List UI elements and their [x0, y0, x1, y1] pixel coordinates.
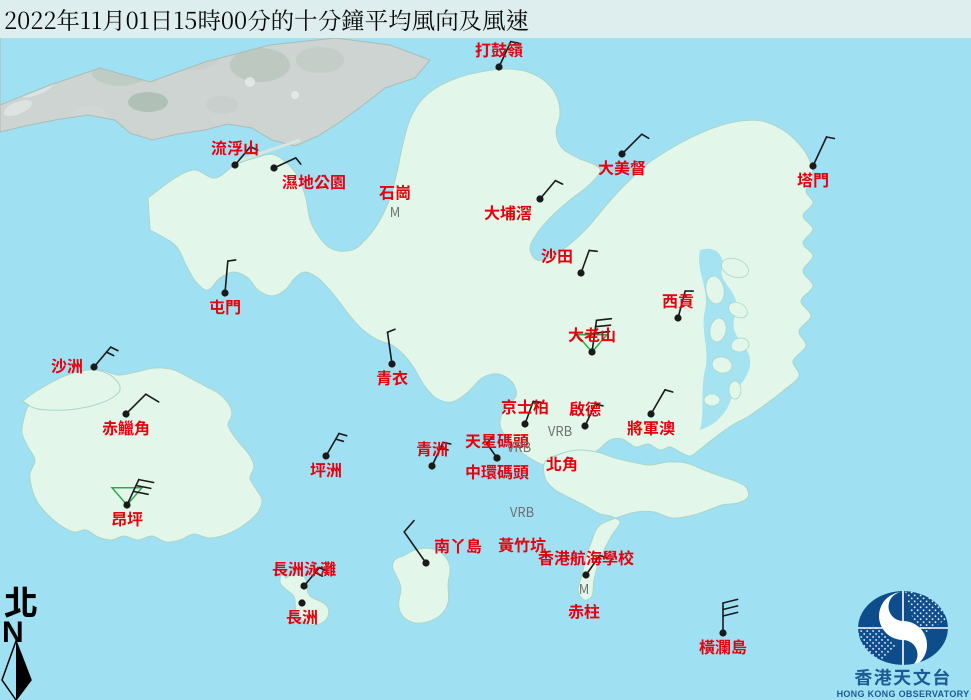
svg-text:長洲泳灘: 長洲泳灘 [272, 556, 336, 580]
svg-text:M: M [390, 202, 401, 221]
svg-text:HONG KONG OBSERVATORY: HONG KONG OBSERVATORY [837, 689, 970, 699]
svg-text:昂坪: 昂坪 [111, 506, 143, 530]
svg-text:大老山: 大老山 [568, 322, 616, 346]
svg-text:VRB: VRB [548, 421, 572, 440]
svg-text:北角: 北角 [546, 451, 578, 475]
svg-text:京士柏: 京士柏 [501, 394, 549, 418]
svg-text:青洲: 青洲 [416, 436, 448, 460]
svg-text:赤鱲角: 赤鱲角 [102, 415, 150, 439]
svg-text:VRB: VRB [510, 502, 534, 521]
svg-text:西貢: 西貢 [662, 288, 694, 312]
svg-text:長洲: 長洲 [286, 604, 318, 628]
svg-text:屯門: 屯門 [209, 294, 241, 318]
svg-text:流浮山: 流浮山 [211, 135, 259, 159]
svg-text:青衣: 青衣 [376, 365, 408, 389]
svg-text:將軍澳: 將軍澳 [627, 415, 675, 439]
svg-text:坪洲: 坪洲 [310, 457, 342, 481]
svg-text:濕地公園: 濕地公園 [282, 169, 346, 193]
svg-text:橫瀾島: 橫瀾島 [699, 634, 747, 658]
svg-text:大美督: 大美督 [598, 155, 646, 179]
svg-text:香港航海學校: 香港航海學校 [538, 545, 635, 569]
svg-text:M: M [579, 579, 590, 598]
svg-text:沙洲: 沙洲 [51, 353, 83, 377]
svg-text:塔門: 塔門 [797, 167, 829, 191]
svg-text:啟德: 啟德 [569, 396, 601, 420]
svg-text:南丫島: 南丫島 [434, 533, 482, 557]
svg-text:打鼓嶺: 打鼓嶺 [475, 37, 523, 61]
svg-text:N: N [2, 616, 24, 649]
svg-text:香港天文台: 香港天文台 [854, 664, 952, 690]
svg-text:中環碼頭: 中環碼頭 [465, 459, 529, 483]
svg-text:赤柱: 赤柱 [568, 599, 600, 623]
svg-text:石崗: 石崗 [379, 180, 411, 204]
svg-text:沙田: 沙田 [541, 243, 573, 267]
svg-text:大埔滘: 大埔滘 [484, 200, 532, 224]
svg-text:VRB: VRB [507, 437, 531, 456]
